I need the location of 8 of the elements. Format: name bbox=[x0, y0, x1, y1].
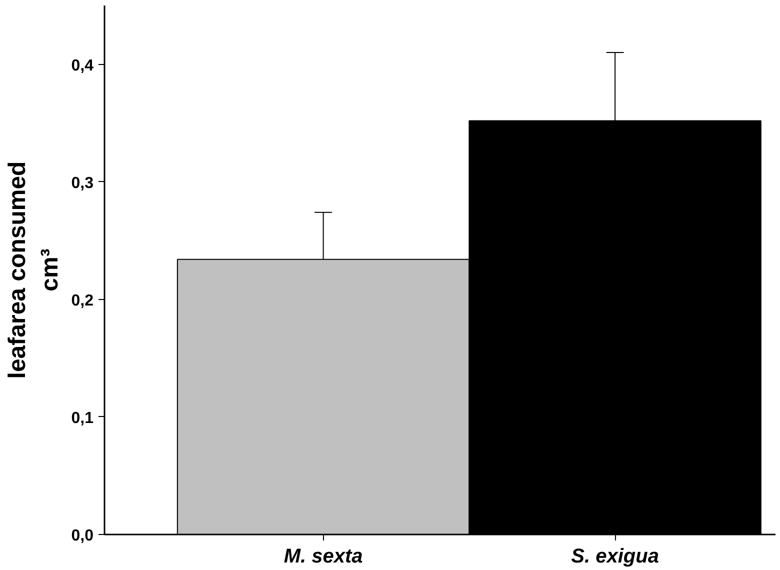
y-tick-label: 0,1 bbox=[71, 410, 94, 427]
y-axis-title: leafarea consumed cm³ bbox=[4, 161, 64, 379]
y-tick-label: 0,4 bbox=[71, 57, 94, 74]
x-tick-label: S. exigua bbox=[571, 546, 659, 568]
x-tick-label: M. sexta bbox=[284, 546, 363, 568]
y-tick-label: 0,2 bbox=[71, 292, 94, 310]
y-tick-label: 0,0 bbox=[71, 528, 94, 544]
y-tick-label: 0,3 bbox=[71, 174, 94, 192]
